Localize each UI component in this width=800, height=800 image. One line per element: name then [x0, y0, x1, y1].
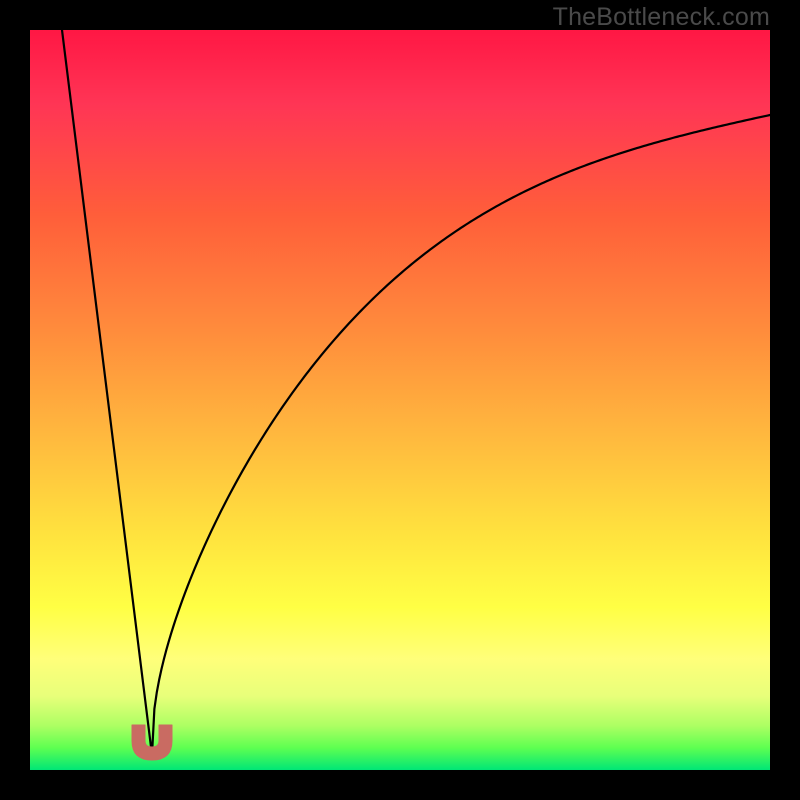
minimum-nub: [0, 0, 800, 800]
